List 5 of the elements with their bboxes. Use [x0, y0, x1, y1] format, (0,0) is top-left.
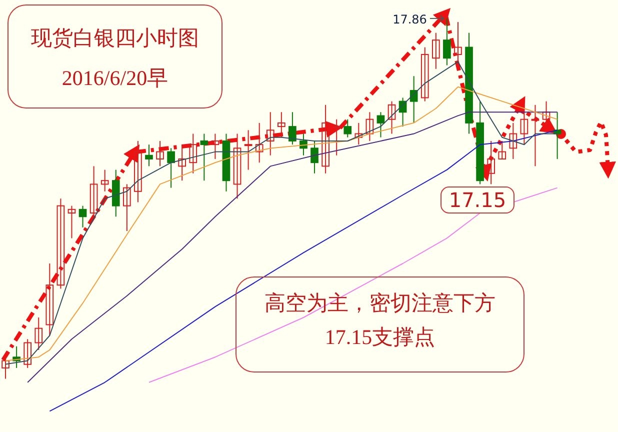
chart-title: 现货白银四小时图 — [31, 26, 199, 50]
annotation: 17.86 — [392, 12, 427, 26]
annotation: 高空为主，密切注意下方 17.15支撑点 — [264, 291, 496, 349]
annotation: 17.15 — [448, 188, 506, 212]
text: 2016/6/20早 — [62, 66, 168, 90]
